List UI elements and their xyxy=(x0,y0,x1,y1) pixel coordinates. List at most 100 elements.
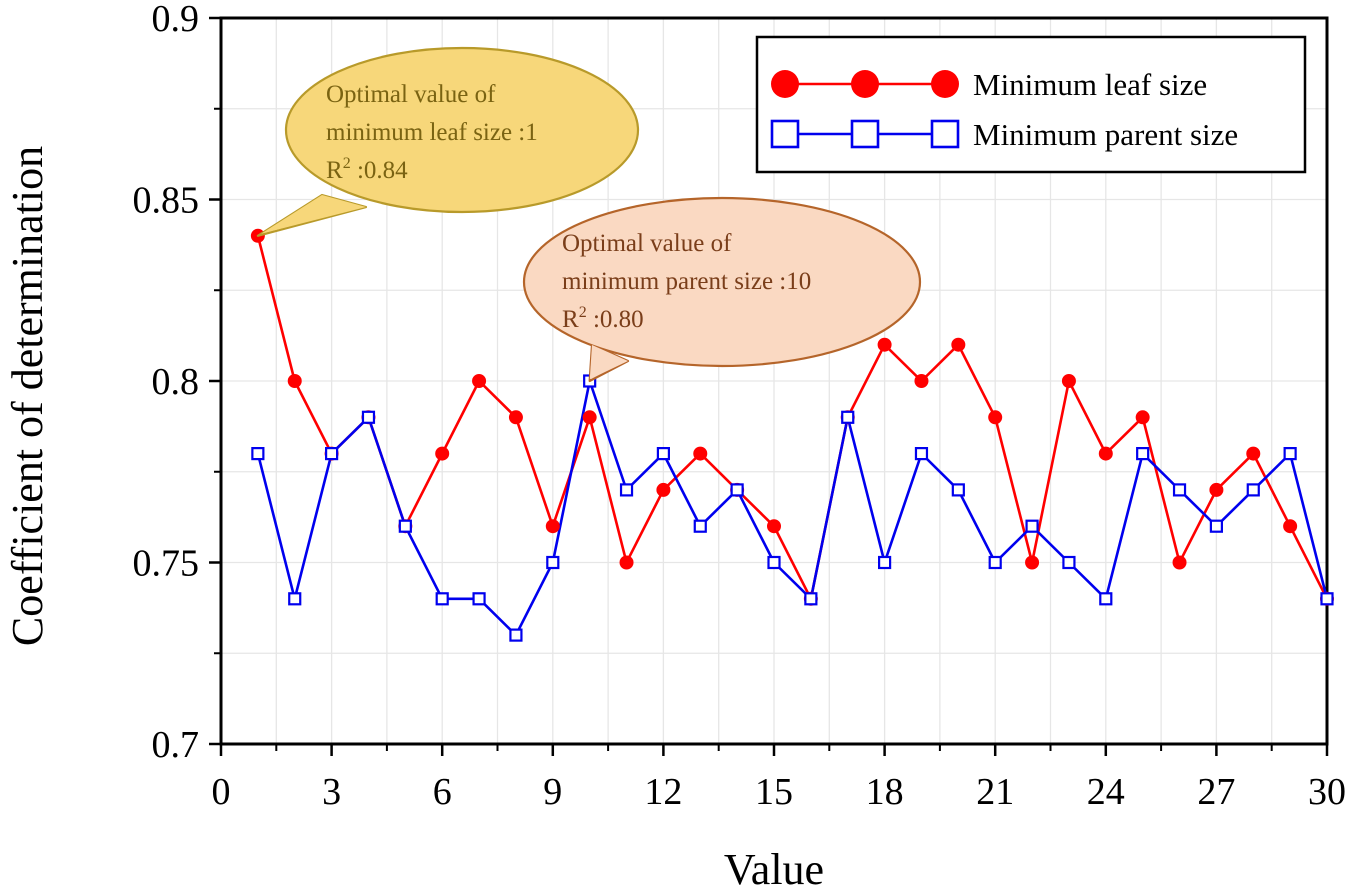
series-minimum-leaf-size xyxy=(256,235,1329,603)
data-point xyxy=(398,519,412,533)
data-point xyxy=(288,592,302,606)
data-point xyxy=(730,483,744,497)
data-point xyxy=(767,555,781,570)
data-point xyxy=(1246,446,1261,461)
data-point xyxy=(1320,592,1334,606)
data-point xyxy=(914,447,929,461)
callout-line: minimum leaf size :1 xyxy=(326,119,538,146)
data-point xyxy=(656,482,671,497)
data-point xyxy=(1098,446,1113,461)
data-point xyxy=(1283,519,1298,534)
x-tick-label: 6 xyxy=(433,771,452,813)
y-tick-label: 0.9 xyxy=(152,0,200,40)
data-point xyxy=(877,337,892,352)
series-line xyxy=(256,235,1329,603)
markers-minimum-parent-size xyxy=(251,374,1334,642)
data-point xyxy=(435,446,450,461)
data-point xyxy=(508,410,523,425)
data-point xyxy=(582,410,597,425)
callout-line: Optimal value of xyxy=(326,81,496,108)
callout-leaf-size: Optimal value of minimum leaf size :1 R2 :… xyxy=(256,46,640,237)
x-tick-label: 24 xyxy=(1087,771,1125,813)
callout-bubble xyxy=(284,46,640,214)
series xyxy=(250,228,1334,642)
callout-r2: R2 :0.80 xyxy=(562,304,644,333)
x-axis-title: Value xyxy=(724,845,824,890)
data-point xyxy=(1172,555,1187,570)
x-tick-label: 9 xyxy=(543,771,562,813)
data-point xyxy=(1136,447,1150,461)
legend-marker xyxy=(850,119,880,149)
x-tick-label: 0 xyxy=(212,771,231,813)
data-point xyxy=(1062,555,1076,570)
callout-line: Optimal value of xyxy=(562,230,732,257)
legend: Minimum leaf size Minimum parent size xyxy=(755,35,1307,174)
legend-marker xyxy=(931,70,959,98)
data-point xyxy=(1025,555,1040,570)
legend-entry: Minimum leaf size xyxy=(771,67,1207,102)
data-point xyxy=(361,410,376,424)
callout-parent-size: Optimal value of minimum parent size :10 R… xyxy=(522,196,922,383)
data-point xyxy=(951,337,966,352)
data-point xyxy=(251,447,265,461)
data-point xyxy=(656,447,671,461)
x-tick-label: 3 xyxy=(322,771,341,813)
callout-line: minimum parent size :10 xyxy=(562,268,811,295)
data-point xyxy=(877,555,892,570)
legend-label: Minimum parent size xyxy=(973,117,1238,152)
x-tick-label: 21 xyxy=(976,771,1014,813)
data-point xyxy=(1061,374,1076,388)
x-tick-label: 27 xyxy=(1197,771,1235,813)
y-tick-label: 0.75 xyxy=(133,543,200,585)
x-tick-label: 30 xyxy=(1308,771,1346,813)
x-tick-label: 12 xyxy=(644,771,682,813)
data-point xyxy=(693,519,707,533)
y-tick-label: 0.85 xyxy=(133,180,200,222)
data-point xyxy=(951,483,965,497)
y-axis-title: Coefficient of determination xyxy=(3,146,52,646)
data-point xyxy=(804,592,818,606)
x-tick-label: 18 xyxy=(866,771,904,813)
x-tick-label: 15 xyxy=(755,771,793,813)
callout-r2: R2 :0.84 xyxy=(326,155,408,184)
data-point xyxy=(1209,519,1224,533)
data-point xyxy=(472,592,486,606)
data-point xyxy=(546,555,560,570)
data-point xyxy=(841,410,855,424)
data-point xyxy=(1025,519,1039,533)
data-point xyxy=(1099,592,1113,606)
data-point xyxy=(914,374,929,388)
data-point xyxy=(1135,410,1150,425)
data-point xyxy=(472,374,487,388)
data-point xyxy=(767,519,781,534)
y-tick-label: 0.8 xyxy=(152,361,200,403)
data-point xyxy=(509,628,523,642)
data-point xyxy=(435,592,449,606)
data-point xyxy=(1209,482,1224,497)
axis-ticks: 0 3 6 9 12 15 18 21 24 27 30 0.7 0.75 0.8 0.85 0.9 xyxy=(133,0,1347,813)
legend-box xyxy=(755,35,1307,174)
legend-entry: Minimum parent size xyxy=(770,117,1238,152)
data-point xyxy=(619,483,634,497)
data-point xyxy=(325,447,339,461)
data-point xyxy=(693,446,708,461)
data-point xyxy=(988,410,1003,425)
data-point xyxy=(1246,483,1260,497)
data-point xyxy=(988,555,1002,570)
data-point xyxy=(1172,483,1187,497)
data-point xyxy=(287,374,302,388)
data-point xyxy=(1283,447,1297,461)
legend-label: Minimum leaf size xyxy=(973,67,1207,102)
data-point xyxy=(619,555,634,570)
legend-marker xyxy=(851,70,879,98)
legend-marker xyxy=(770,119,800,149)
y-tick-label: 0.7 xyxy=(152,724,200,766)
legend-marker xyxy=(771,70,799,98)
callout-pointer-fill xyxy=(261,195,366,234)
callout-bubble xyxy=(522,196,922,368)
annotations: Optimal value of minimum leaf size :1 R2 :… xyxy=(256,46,922,383)
callout-pointer-fill xyxy=(589,345,628,380)
data-point xyxy=(545,519,560,534)
legend-marker xyxy=(930,119,960,149)
